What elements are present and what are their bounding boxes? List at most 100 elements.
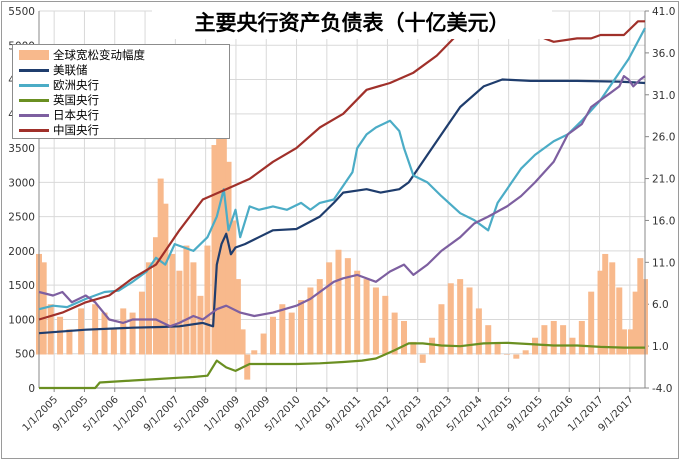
right-tick-label: -4.0 (652, 383, 673, 395)
bar-global-easing (269, 316, 276, 355)
left-tick-label: 5500 (8, 6, 35, 18)
right-tick-label: 6.0 (652, 299, 669, 311)
bar-global-easing (419, 354, 426, 363)
bar-global-easing (532, 337, 539, 355)
legend-item-fed: 美联储 (19, 63, 88, 77)
right-tick-label: 16.0 (652, 215, 675, 227)
bar-global-easing (169, 253, 176, 355)
left-tick-label: 3500 (8, 143, 35, 155)
bar-global-easing (578, 320, 585, 355)
bar-global-easing (560, 325, 567, 355)
bar-global-easing (78, 308, 85, 355)
right-tick-label: 11.0 (652, 257, 675, 269)
bar-global-easing (627, 329, 634, 355)
bar-global-easing (66, 329, 73, 355)
bar-global-easing (190, 262, 197, 355)
bar-global-easing (279, 304, 286, 355)
left-tick-label: 2500 (8, 212, 35, 224)
legend-swatch-line (19, 98, 49, 102)
bar-global-easing (110, 329, 117, 355)
bar-global-easing (485, 325, 492, 355)
legend-label: 中国央行 (53, 123, 99, 137)
bar-global-easing (372, 287, 379, 355)
bar-global-easing (494, 341, 501, 355)
bar-global-easing (230, 220, 237, 355)
bar-global-easing (447, 283, 454, 355)
bar-global-easing (466, 287, 473, 355)
bar-global-easing (438, 304, 445, 355)
bar-global-easing (588, 291, 595, 355)
legend-item-pboc: 中国央行 (19, 123, 99, 137)
bar-global-easing (145, 262, 152, 355)
bar-global-easing (620, 329, 627, 355)
bar-global-easing (138, 291, 145, 355)
bar-global-easing (326, 262, 333, 355)
chart-title: 主要央行资产负债表（十亿美元） (152, 5, 552, 39)
legend-item-boe: 英国央行 (19, 93, 99, 107)
legend: 全球宽松变动幅度 美联储 欧洲央行 英国央行 日本央行 中国央行 (12, 44, 230, 139)
series-line-中国央行 (38, 9, 645, 321)
bar-global-easing (176, 270, 183, 355)
bar-global-easing (637, 258, 644, 355)
bar-global-easing (225, 161, 232, 355)
bar-global-easing (47, 304, 54, 355)
bar-global-easing (550, 320, 557, 355)
left-tick-label: 1000 (8, 314, 35, 326)
bar-global-easing (101, 312, 108, 355)
left-tick-label: 2000 (8, 246, 35, 258)
bar-global-easing (57, 316, 64, 355)
left-tick-label: 1500 (8, 280, 35, 292)
bar-global-easing (152, 237, 159, 355)
bar-global-easing (391, 312, 398, 355)
series-line-英国央行 (39, 341, 645, 390)
bar-global-easing (183, 245, 190, 355)
left-tick-label: 0 (28, 383, 35, 395)
bar-global-easing (197, 295, 204, 355)
legend-label: 日本央行 (53, 108, 99, 122)
bar-global-easing (239, 329, 246, 355)
bar-global-easing (609, 262, 616, 355)
bar-global-easing (251, 350, 258, 355)
bar-global-easing (307, 287, 314, 355)
series-line-日本央行 (38, 75, 646, 328)
bar-global-easing (129, 312, 136, 355)
bar-global-easing (616, 287, 623, 355)
bar-global-easing (354, 270, 361, 355)
right-tick-label: 31.0 (652, 90, 675, 102)
right-tick-label: 21.0 (652, 174, 675, 186)
bar-global-easing (632, 291, 639, 355)
bar-global-easing (410, 341, 417, 355)
legend-swatch-bar (19, 50, 49, 60)
bar-global-easing (120, 308, 127, 355)
legend-label: 英国央行 (53, 93, 99, 107)
left-tick-label: 500 (15, 349, 35, 361)
bar-global-easing (382, 295, 389, 355)
bar-global-easing (204, 245, 211, 355)
bar-global-easing (602, 253, 609, 355)
right-tick-label: 26.0 (652, 132, 675, 144)
bar-global-easing (522, 350, 529, 355)
legend-label: 全球宽松变动幅度 (53, 48, 145, 62)
bar-global-easing (288, 312, 295, 355)
bar-global-easing (298, 300, 305, 355)
legend-item-ecb: 欧洲央行 (19, 78, 99, 92)
right-tick-label: 1.0 (652, 341, 669, 353)
bar-global-easing (335, 249, 342, 355)
right-tick-label: 36.0 (652, 48, 675, 60)
bar-global-easing (457, 279, 464, 355)
series-line-美联储 (38, 78, 646, 335)
bar-global-easing (363, 279, 370, 355)
bar-global-easing (260, 333, 267, 355)
bar-global-easing (244, 354, 251, 380)
bar-global-easing (157, 178, 164, 355)
legend-item-global-easing: 全球宽松变动幅度 (19, 48, 145, 62)
left-tick-label: 3000 (8, 177, 35, 189)
bar-global-easing (503, 354, 510, 355)
legend-label: 美联储 (53, 63, 88, 77)
bar-global-easing (211, 145, 218, 355)
legend-swatch-line (19, 128, 49, 132)
bar-global-easing (401, 320, 408, 355)
legend-swatch-line (19, 83, 49, 87)
bar-global-easing (344, 258, 351, 355)
legend-swatch-line (19, 68, 49, 72)
